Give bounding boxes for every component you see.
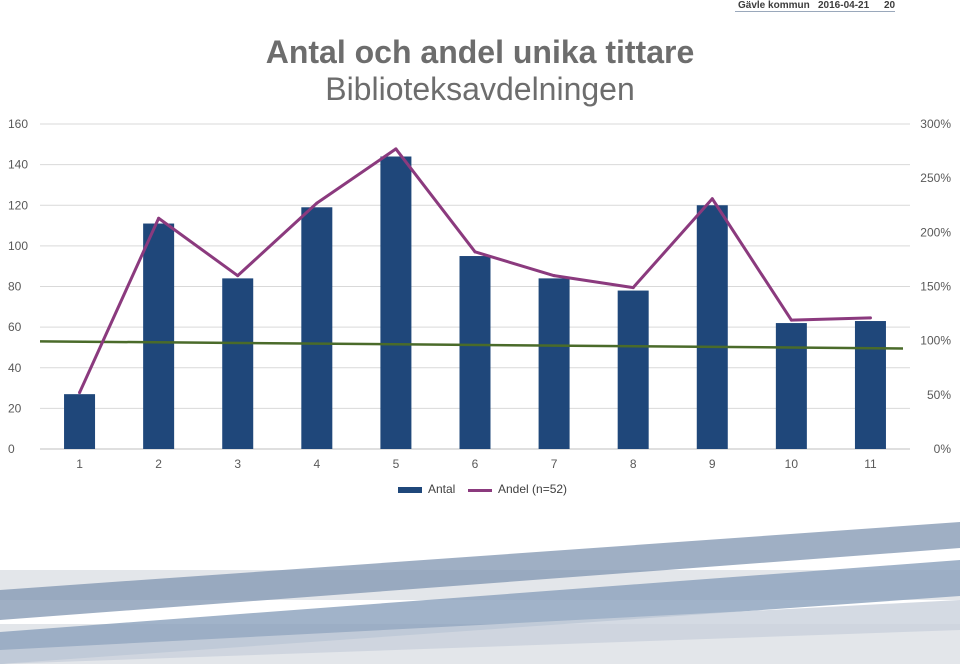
y-right-tick-label: 150%: [920, 280, 951, 294]
bar-antal: [301, 207, 333, 449]
point-andel: [552, 274, 556, 278]
x-tick-label: 9: [709, 457, 716, 471]
bar-antal: [854, 321, 886, 449]
point-andel: [315, 201, 319, 205]
y-right-tick-label: 200%: [920, 225, 951, 239]
y-right-tick-label: 50%: [927, 388, 951, 402]
x-tick-label: 1: [76, 457, 83, 471]
bar-antal: [64, 394, 96, 449]
point-andel: [789, 318, 793, 322]
chart-title: Antal och andel unika tittare: [265, 34, 695, 70]
y-left-tick-label: 0: [8, 442, 15, 456]
bar-antal: [222, 278, 254, 449]
legend-label-antal: Antal: [428, 482, 456, 496]
x-tick-label: 10: [785, 457, 799, 471]
legend-swatch-antal: [398, 487, 422, 493]
slide-date: 2016-04-21: [818, 0, 870, 11]
y-right-tick-label: 100%: [920, 334, 951, 348]
bar-antal: [775, 323, 807, 449]
point-andel: [710, 197, 714, 201]
legend-swatch-andel: [468, 489, 492, 492]
point-andel: [157, 216, 161, 220]
point-andel: [78, 391, 82, 395]
page-number: 20: [884, 0, 896, 11]
chart-subtitle: Biblioteksavdelningen: [325, 71, 635, 107]
x-tick-label: 6: [472, 457, 479, 471]
bar-antal: [538, 278, 570, 449]
x-tick-label: 4: [313, 457, 320, 471]
point-andel: [868, 316, 872, 320]
point-andel: [473, 250, 477, 254]
x-tick-label: 3: [234, 457, 241, 471]
y-right-tick-label: 300%: [920, 117, 951, 131]
y-left-tick-label: 100: [8, 239, 28, 253]
y-left-tick-label: 160: [8, 117, 28, 131]
legend-label-andel: Andel (n=52): [498, 482, 568, 496]
y-left-tick-label: 40: [8, 361, 22, 375]
trendline: [39, 340, 904, 350]
x-tick-label: 2: [155, 457, 162, 471]
y-left-tick-label: 140: [8, 158, 28, 172]
y-right-tick-label: 0%: [934, 442, 952, 456]
y-left-tick-label: 60: [8, 320, 22, 334]
point-andel: [236, 274, 240, 278]
y-left-tick-label: 80: [8, 280, 22, 294]
x-tick-label: 11: [864, 457, 877, 471]
x-tick-label: 8: [630, 457, 637, 471]
bar-antal: [459, 256, 491, 449]
header-underline: [735, 11, 895, 12]
bar-antal: [143, 223, 175, 449]
bar-antal: [617, 290, 649, 449]
y-right-tick-label: 250%: [920, 171, 951, 185]
y-left-tick-label: 20: [8, 401, 22, 415]
y-left-tick-label: 120: [8, 198, 28, 212]
point-andel: [394, 147, 398, 151]
x-tick-label: 5: [393, 457, 400, 471]
x-tick-label: 7: [551, 457, 558, 471]
point-andel: [631, 286, 635, 290]
bar-antal: [380, 156, 412, 449]
bar-antal: [696, 205, 728, 449]
org-name: Gävle kommun: [738, 0, 810, 11]
